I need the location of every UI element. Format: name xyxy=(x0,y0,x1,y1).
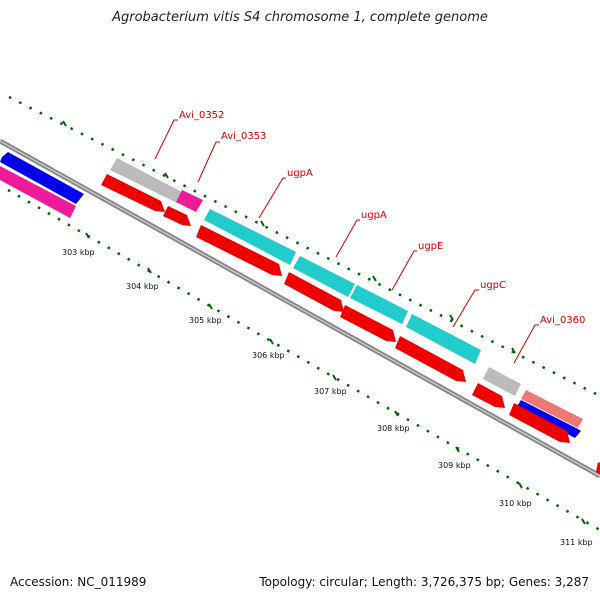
cds-arrow xyxy=(163,206,191,226)
gene-avi0359 xyxy=(483,367,521,396)
kbp-label: 311 kbp xyxy=(560,538,593,547)
gene-ugpC xyxy=(406,314,481,364)
label-leaders xyxy=(154,119,539,364)
inner-major-tick xyxy=(518,482,523,489)
accession-text: Accession: NC_011989 xyxy=(10,575,147,589)
leader-line xyxy=(452,289,479,328)
outer-major-tick xyxy=(372,275,377,282)
gene-avi0353 xyxy=(176,190,203,212)
leader-line xyxy=(513,324,539,364)
gene-blue-outer xyxy=(0,152,84,204)
gene-ugpA-2 xyxy=(293,256,355,297)
cds-arrow xyxy=(509,403,570,443)
outer-major-tick xyxy=(511,347,516,354)
cds-arrow xyxy=(395,336,466,382)
kbp-label: 310 kbp xyxy=(499,499,532,508)
gene-ugpE xyxy=(350,285,408,324)
gene-label: Avi_0360 xyxy=(540,315,585,326)
inner-major-tick xyxy=(269,338,274,345)
inner-major-tick xyxy=(208,303,213,310)
gene-label: ugpA xyxy=(287,168,313,179)
gene-ugpA-1 xyxy=(204,209,296,265)
outer-scale-ring xyxy=(8,95,600,398)
kbp-label: 309 kbp xyxy=(438,461,471,470)
leader-line xyxy=(197,141,220,183)
kbp-label: 307 kbp xyxy=(314,387,347,396)
inner-scale-ring xyxy=(7,188,600,532)
inner-major-tick xyxy=(455,446,460,453)
cds-arrow xyxy=(596,462,600,474)
inner-major-tick xyxy=(394,410,399,417)
kbp-label: 306 kbp xyxy=(252,351,285,360)
kbp-label: 303 kbp xyxy=(62,248,95,257)
kbp-label: 308 kbp xyxy=(377,424,410,433)
gene-label: Avi_0353 xyxy=(221,131,266,142)
inner-major-tick xyxy=(147,267,152,274)
outer-major-tick xyxy=(164,172,169,179)
leader-line xyxy=(154,119,178,160)
gene-label: ugpE xyxy=(418,241,443,252)
inner-major-tick xyxy=(332,374,337,381)
gene-magenta-outer-left xyxy=(0,166,76,218)
cds-arrow xyxy=(340,305,396,342)
inner-strand-genes xyxy=(101,174,600,474)
leader-line xyxy=(335,219,360,258)
gene-avi0360 xyxy=(521,390,583,428)
outer-major-tick xyxy=(260,220,265,227)
gene-avi0352 xyxy=(110,158,182,203)
genome-backbone xyxy=(0,138,600,479)
gene-label: ugpA xyxy=(361,210,387,221)
cds-arrow xyxy=(284,272,344,312)
kbp-label: 305 kbp xyxy=(189,316,222,325)
leader-line xyxy=(258,177,286,219)
leader-line xyxy=(391,250,417,291)
gene-blue-right xyxy=(516,400,581,438)
gene-label: Avi_0352 xyxy=(179,110,224,121)
genome-summary-text: Topology: circular; Length: 3,726,375 bp… xyxy=(259,575,589,589)
outer-major-tick xyxy=(62,120,67,127)
cds-arrow xyxy=(101,174,165,212)
kbp-label: 304 kbp xyxy=(126,282,159,291)
inner-major-tick xyxy=(581,518,586,525)
page-title: Agrobacterium vitis S4 chromosome 1, com… xyxy=(112,10,488,25)
inner-major-tick xyxy=(85,232,90,239)
cds-arrow xyxy=(196,225,282,276)
gene-label: ugpC xyxy=(480,280,506,291)
outer-strand-genes xyxy=(0,152,583,438)
outer-major-tick xyxy=(449,314,454,321)
cds-arrow xyxy=(472,383,505,408)
